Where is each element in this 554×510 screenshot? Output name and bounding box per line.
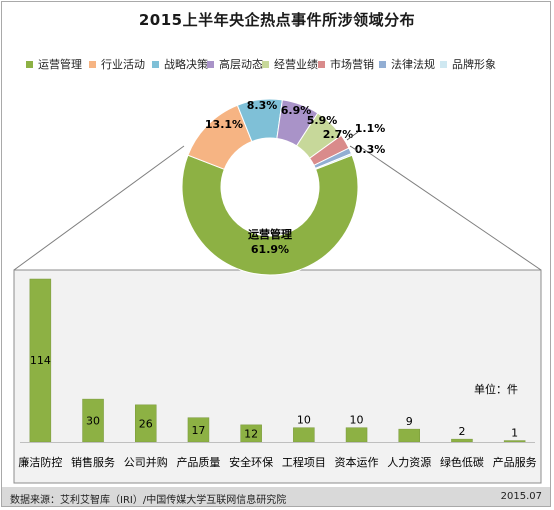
legend-label: 法律法规 (391, 58, 435, 71)
footer-bar: 数据来源：艾利艾智库（IRI）/中国传媒大学互联网信息研究院 2015.07 (2, 487, 550, 506)
legend-label: 战略决策 (164, 58, 208, 71)
bar-category-label: 安全环保 (229, 455, 273, 469)
legend-swatch (89, 60, 96, 68)
bar (345, 427, 368, 443)
doughnut-slice (314, 152, 353, 170)
legend-item: 战略决策 (152, 56, 208, 72)
bar-value-label: 9 (406, 415, 413, 428)
legend-label: 市场营销 (330, 58, 374, 71)
legend-label: 经营业绩 (274, 58, 318, 71)
legend-item: 品牌形象 (440, 56, 496, 72)
bar (503, 440, 526, 443)
bar-panel (13, 269, 542, 484)
slice-value-label: 0.3% (355, 143, 386, 156)
bar-category-label: 资本运作 (335, 455, 379, 469)
slice-value-label: 13.1% (205, 118, 243, 131)
legend-label: 高层动态 (219, 58, 263, 71)
bar-category-label: 绿色低碳 (440, 455, 484, 469)
legend-item: 法律法规 (379, 56, 435, 72)
bar-value-label: 12 (244, 427, 258, 440)
bar-category-label: 产品服务 (493, 455, 537, 469)
slice-value-label: 8.3% (247, 99, 278, 112)
bar-category-label: 销售服务 (71, 455, 115, 469)
bar-category-label: 工程项目 (282, 456, 326, 469)
legend-label: 行业活动 (101, 58, 145, 71)
slice-category-label: 运营管理 (248, 227, 292, 241)
legend-item: 经营业绩 (262, 56, 318, 72)
slice-value-label: 5.9% (307, 114, 338, 127)
legend-item: 高层动态 (207, 56, 263, 72)
bar-value-label: 10 (297, 414, 311, 427)
connector-line (13, 145, 185, 271)
slice-value-label: 6.9% (281, 104, 312, 117)
legend-swatch (379, 60, 386, 68)
connector-line (358, 145, 542, 271)
leader-line (346, 131, 359, 141)
bar-value-label: 17 (191, 424, 205, 437)
slice-value-label: 2.7% (323, 128, 354, 141)
bar-value-label: 114 (30, 354, 51, 367)
legend-item: 市场营销 (318, 56, 374, 72)
bar-category-label: 廉洁防控 (18, 455, 62, 469)
bar (398, 428, 420, 443)
legend-swatch (440, 60, 447, 68)
unit-label: 单位：件 (474, 382, 518, 396)
doughnut-slice (181, 154, 359, 276)
legend-label: 品牌形象 (452, 58, 496, 71)
legend-swatch (262, 60, 269, 68)
bar-value-label: 30 (86, 415, 100, 428)
bar-category-label: 产品质量 (176, 455, 220, 469)
bar (293, 427, 315, 443)
pie-legend: 运营管理 行业活动 战略决策 高层动态 经营业绩 市场营销 法律法规 品牌形象 (26, 56, 546, 72)
legend-swatch (26, 60, 33, 68)
legend-item: 行业活动 (89, 56, 145, 72)
legend-swatch (207, 60, 214, 68)
data-source: 数据来源：艾利艾智库（IRI）/中国传媒大学互联网信息研究院 (10, 495, 287, 506)
legend-swatch (318, 60, 325, 68)
slice-value-label: 61.9% (251, 243, 289, 256)
bar-category-label: 人力资源 (387, 455, 431, 469)
bar (451, 438, 473, 443)
legend-swatch (152, 60, 159, 68)
legend-label: 运营管理 (38, 58, 82, 71)
bar-value-label: 2 (458, 425, 465, 438)
publish-date: 2015.07 (500, 491, 542, 502)
bar-value-label: 26 (139, 417, 153, 430)
chart-title: 2015上半年央企热点事件所涉领域分布 (138, 11, 416, 29)
leader-line (349, 145, 359, 152)
legend-item: 运营管理 (26, 56, 82, 72)
bar-value-label: 10 (350, 414, 364, 427)
bar-value-label: 1 (511, 427, 518, 440)
slice-value-label: 1.1% (355, 122, 386, 135)
bar-category-label: 公司并购 (124, 455, 168, 469)
